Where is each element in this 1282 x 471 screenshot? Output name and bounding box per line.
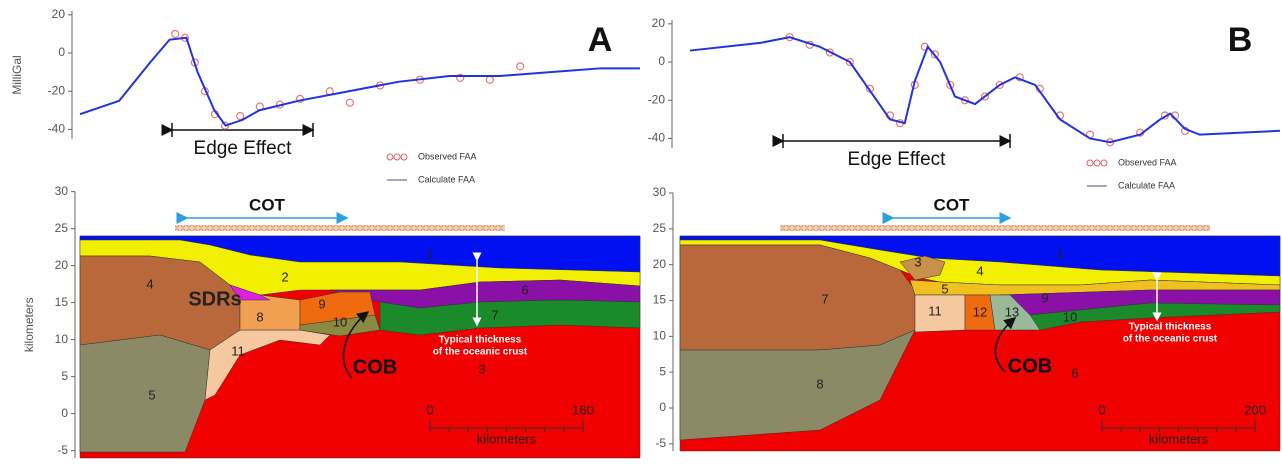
- observation-band: [780, 225, 1210, 231]
- note-label: Typical thickness: [439, 335, 522, 346]
- observed-point: [172, 30, 179, 37]
- scale-tick-label: 160: [572, 402, 594, 417]
- unit-label: 2: [281, 269, 288, 284]
- y-tick-label: 30: [55, 184, 69, 198]
- observed-point: [486, 76, 493, 83]
- scale-tick-label: 0: [426, 402, 433, 417]
- legend-label: Observed FAA: [1118, 157, 1177, 167]
- legend-label: Calculate FAA: [1118, 180, 1175, 190]
- unit-label: 1: [1056, 246, 1063, 261]
- unit-label: 9: [318, 296, 325, 311]
- y-tick-label: 30: [653, 185, 667, 199]
- edge-label: Edge Effect: [194, 138, 293, 159]
- y-tick-label: 0: [659, 400, 666, 414]
- cot-label: COT: [249, 195, 286, 214]
- y-tick-label: 0: [658, 54, 665, 68]
- y-tick-label: 20: [52, 7, 66, 21]
- legend-symbol: [401, 154, 407, 160]
- observed-point: [517, 63, 524, 70]
- legend-symbol: [394, 154, 400, 160]
- unit-label: 8: [256, 309, 263, 324]
- note-label: of the oceanic crust: [433, 347, 528, 358]
- panel-label: A: [588, 21, 613, 59]
- panel-label: B: [1228, 21, 1253, 59]
- legend-label: Observed FAA: [418, 151, 477, 161]
- legend-symbol: [1094, 160, 1100, 166]
- y-axis-label: MilliGal: [10, 55, 24, 94]
- unit-label: 13: [1005, 304, 1019, 319]
- unit-label: 3: [478, 361, 485, 376]
- y-tick-label: -20: [648, 92, 666, 106]
- charts: 20 0 -20 -40 MilliGal A Edge Effect Observed FA…: [10, 7, 1280, 190]
- unit-label: 3: [914, 254, 921, 269]
- y-tick-label: -20: [48, 83, 66, 97]
- y-tick-label: -40: [648, 131, 666, 145]
- observation-band: [175, 225, 505, 231]
- unit-label: 9: [1041, 290, 1048, 305]
- y-tick-label: 5: [659, 364, 666, 378]
- y-tick-label: -40: [48, 122, 66, 136]
- unit-label: 5: [941, 281, 948, 296]
- y-tick-label: 20: [55, 258, 69, 272]
- figure: -5051015202530kilometers1234567891011COT…: [0, 0, 1282, 466]
- sdrs-label: SDRs: [188, 288, 241, 310]
- unit-label: 4: [146, 276, 153, 291]
- note-label: Typical thickness: [1129, 322, 1212, 333]
- y-tick-label: -5: [655, 436, 666, 450]
- y-tick-label: 0: [58, 45, 65, 59]
- crust-unit: [80, 335, 210, 452]
- legend-symbol: [1087, 160, 1093, 166]
- unit-label: 6: [1071, 365, 1078, 380]
- unit-label: 7: [491, 307, 498, 322]
- y-tick-label: 20: [652, 16, 666, 30]
- unit-label: 4: [976, 263, 983, 278]
- calculated-line: [80, 38, 640, 126]
- unit-label: 10: [1063, 309, 1077, 324]
- y-axis-label: kilometers: [22, 297, 36, 352]
- unit-label: 8: [816, 376, 823, 391]
- unit-label: 12: [973, 304, 987, 319]
- legend-symbol: [1101, 160, 1107, 166]
- y-tick-label: 15: [653, 293, 667, 307]
- unit-label: 11: [231, 343, 245, 358]
- unit-label: 5: [148, 387, 155, 402]
- y-tick-label: 20: [653, 257, 667, 271]
- sections: -5051015202530kilometers1234567891011COT…: [22, 184, 1280, 458]
- legend-label: Calculate FAA: [418, 174, 475, 184]
- scale-label: kilometers: [1149, 431, 1209, 446]
- note-label: of the oceanic crust: [1123, 334, 1218, 345]
- unit-label: 1: [426, 246, 433, 261]
- observed-point: [346, 99, 353, 106]
- y-tick-label: 15: [55, 295, 69, 309]
- y-tick-label: 10: [653, 329, 667, 343]
- unit-label: 7: [821, 291, 828, 306]
- edge-label: Edge Effect: [848, 149, 947, 170]
- scale-label: kilometers: [477, 431, 537, 446]
- legend-symbol: [387, 154, 393, 160]
- cob-label: COB: [353, 356, 397, 378]
- scale-tick-label: 200: [1244, 402, 1266, 417]
- cot-label: COT: [934, 195, 971, 214]
- y-tick-label: 25: [55, 221, 69, 235]
- y-tick-label: -5: [57, 443, 68, 457]
- y-tick-label: 10: [55, 332, 69, 346]
- unit-label: 11: [928, 303, 942, 318]
- y-tick-label: 25: [653, 221, 667, 235]
- unit-label: 10: [333, 314, 347, 329]
- unit-label: 6: [521, 282, 528, 297]
- y-tick-label: 5: [61, 369, 68, 383]
- y-tick-label: 0: [61, 406, 68, 420]
- scale-tick-label: 0: [1098, 402, 1105, 417]
- observed-point: [237, 113, 244, 120]
- calculated-line: [690, 37, 1280, 142]
- cob-label: COB: [1008, 355, 1052, 377]
